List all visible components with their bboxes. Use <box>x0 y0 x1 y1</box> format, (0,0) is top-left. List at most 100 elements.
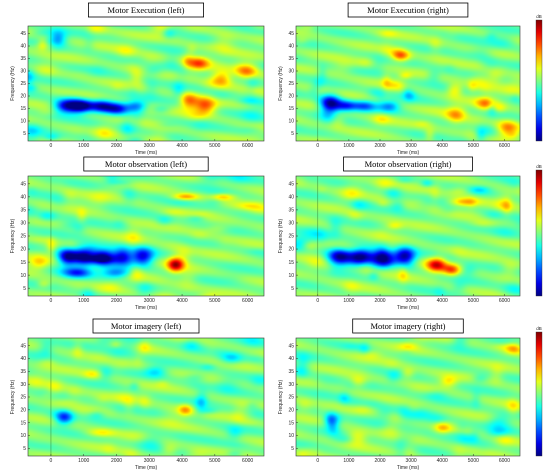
x-tick-label: 2000 <box>374 143 385 149</box>
x-tick-label: 1000 <box>343 143 354 149</box>
x-axis-label: Time (ms) <box>397 465 420 471</box>
panel-1: Motor Execution (left) 0 1000 2000 3000 4000 5… <box>10 2 265 156</box>
y-tick-label: 20 <box>288 408 294 414</box>
x-tick-label: 6000 <box>242 143 253 149</box>
y-tick-label: 30 <box>20 69 26 75</box>
x-tick-label: 1000 <box>78 298 89 304</box>
x-tick-label: 1000 <box>78 143 89 149</box>
y-tick-label: 35 <box>20 56 26 62</box>
y-tick-label: 40 <box>20 195 26 201</box>
panel-title-box <box>83 156 209 172</box>
x-tick-label: 4000 <box>176 458 187 464</box>
panel-title-box <box>88 2 204 18</box>
panel-4: Motor observation (right) 0 1000 2000 3000 40… <box>278 156 543 311</box>
y-tick-label: 20 <box>288 247 294 253</box>
y-tick-label: 35 <box>20 208 26 214</box>
y-axis-label: Frequency (Hz) <box>10 379 16 414</box>
colorbar <box>535 169 543 297</box>
y-tick-label: 45 <box>20 182 26 188</box>
x-tick-label: 2000 <box>111 458 122 464</box>
panel-title: Motor Execution (left) <box>108 5 185 15</box>
y-tick-label: 5 <box>23 446 26 452</box>
y-axis-label: Frequency (Hz) <box>278 66 284 101</box>
heatmap-image <box>296 338 520 456</box>
x-tick-label: 0 <box>50 298 53 304</box>
x-tick-label: 4000 <box>437 458 448 464</box>
colorbar-label: dB <box>536 14 542 19</box>
x-axis-label: Time (ms) <box>135 150 158 156</box>
x-tick-label: 3000 <box>406 458 417 464</box>
x-tick-label: 3000 <box>144 298 155 304</box>
y-tick-label: 45 <box>288 182 294 188</box>
y-tick-label: 40 <box>288 44 294 50</box>
y-tick-label: 5 <box>23 286 26 292</box>
panel-title: Motor observation (right) <box>365 159 452 169</box>
x-tick-label: 6000 <box>499 298 510 304</box>
x-tick-label: 0 <box>316 298 319 304</box>
x-tick-label: 1000 <box>78 458 89 464</box>
y-tick-label: 15 <box>288 420 294 426</box>
y-tick-label: 35 <box>288 208 294 214</box>
heatmap-image <box>296 26 520 141</box>
x-tick-label: 4000 <box>176 298 187 304</box>
y-tick-label: 10 <box>288 273 294 279</box>
x-tick-label: 0 <box>316 143 319 149</box>
y-tick-label: 10 <box>20 433 26 439</box>
y-tick-label: 45 <box>20 343 26 349</box>
x-tick-label: 0 <box>50 458 53 464</box>
x-tick-label: 3000 <box>406 298 417 304</box>
panel-title-box <box>347 2 469 18</box>
x-tick-label: 5000 <box>209 458 220 464</box>
y-tick-label: 10 <box>288 119 294 125</box>
x-axis-label: Time (ms) <box>397 150 420 156</box>
x-axis-label: Time (ms) <box>397 305 420 311</box>
x-tick-label: 6000 <box>242 298 253 304</box>
colorbar-label: dB <box>536 164 542 169</box>
y-tick-label: 45 <box>288 31 294 37</box>
y-tick-label: 5 <box>23 131 26 137</box>
x-tick-label: 1000 <box>343 458 354 464</box>
colorbar <box>535 331 543 457</box>
y-tick-label: 15 <box>288 106 294 112</box>
heatmap-image <box>28 338 264 456</box>
y-tick-label: 15 <box>20 420 26 426</box>
y-tick-label: 10 <box>288 433 294 439</box>
y-tick-label: 15 <box>20 260 26 266</box>
y-axis-label: Frequency (Hz) <box>10 66 16 101</box>
x-tick-label: 2000 <box>374 458 385 464</box>
heatmap-image <box>28 176 264 296</box>
x-tick-label: 4000 <box>176 143 187 149</box>
y-tick-label: 45 <box>20 31 26 37</box>
y-tick-label: 40 <box>288 195 294 201</box>
panel-2: Motor Execution (right) 0 1000 2000 3000 4000… <box>278 2 543 156</box>
panel-title-box <box>343 156 473 172</box>
y-axis-label: Frequency (Hz) <box>10 218 16 253</box>
y-tick-label: 5 <box>291 286 294 292</box>
y-tick-label: 20 <box>20 408 26 414</box>
y-tick-label: 10 <box>20 119 26 125</box>
y-tick-label: 25 <box>20 395 26 401</box>
y-tick-label: 40 <box>288 356 294 362</box>
x-tick-label: 3000 <box>144 458 155 464</box>
y-tick-label: 10 <box>20 273 26 279</box>
panel-title-box <box>352 318 464 334</box>
x-tick-label: 5000 <box>209 298 220 304</box>
panel-title: Motor imagery (right) <box>370 321 445 331</box>
y-tick-label: 25 <box>288 395 294 401</box>
panel-title-box <box>92 318 200 334</box>
x-tick-label: 0 <box>316 458 319 464</box>
y-tick-label: 30 <box>288 382 294 388</box>
x-axis-label: Time (ms) <box>135 305 158 311</box>
panel-6: Motor imagery (right) 0 1000 2000 3000 4000 50… <box>278 318 543 471</box>
heatmap-image <box>296 176 520 296</box>
y-tick-label: 25 <box>20 234 26 240</box>
x-tick-label: 2000 <box>111 298 122 304</box>
y-tick-label: 15 <box>288 260 294 266</box>
x-tick-label: 5000 <box>209 143 220 149</box>
y-tick-label: 20 <box>20 247 26 253</box>
y-tick-label: 5 <box>291 446 294 452</box>
x-tick-label: 5000 <box>468 143 479 149</box>
x-tick-label: 4000 <box>437 298 448 304</box>
y-tick-label: 5 <box>291 131 294 137</box>
